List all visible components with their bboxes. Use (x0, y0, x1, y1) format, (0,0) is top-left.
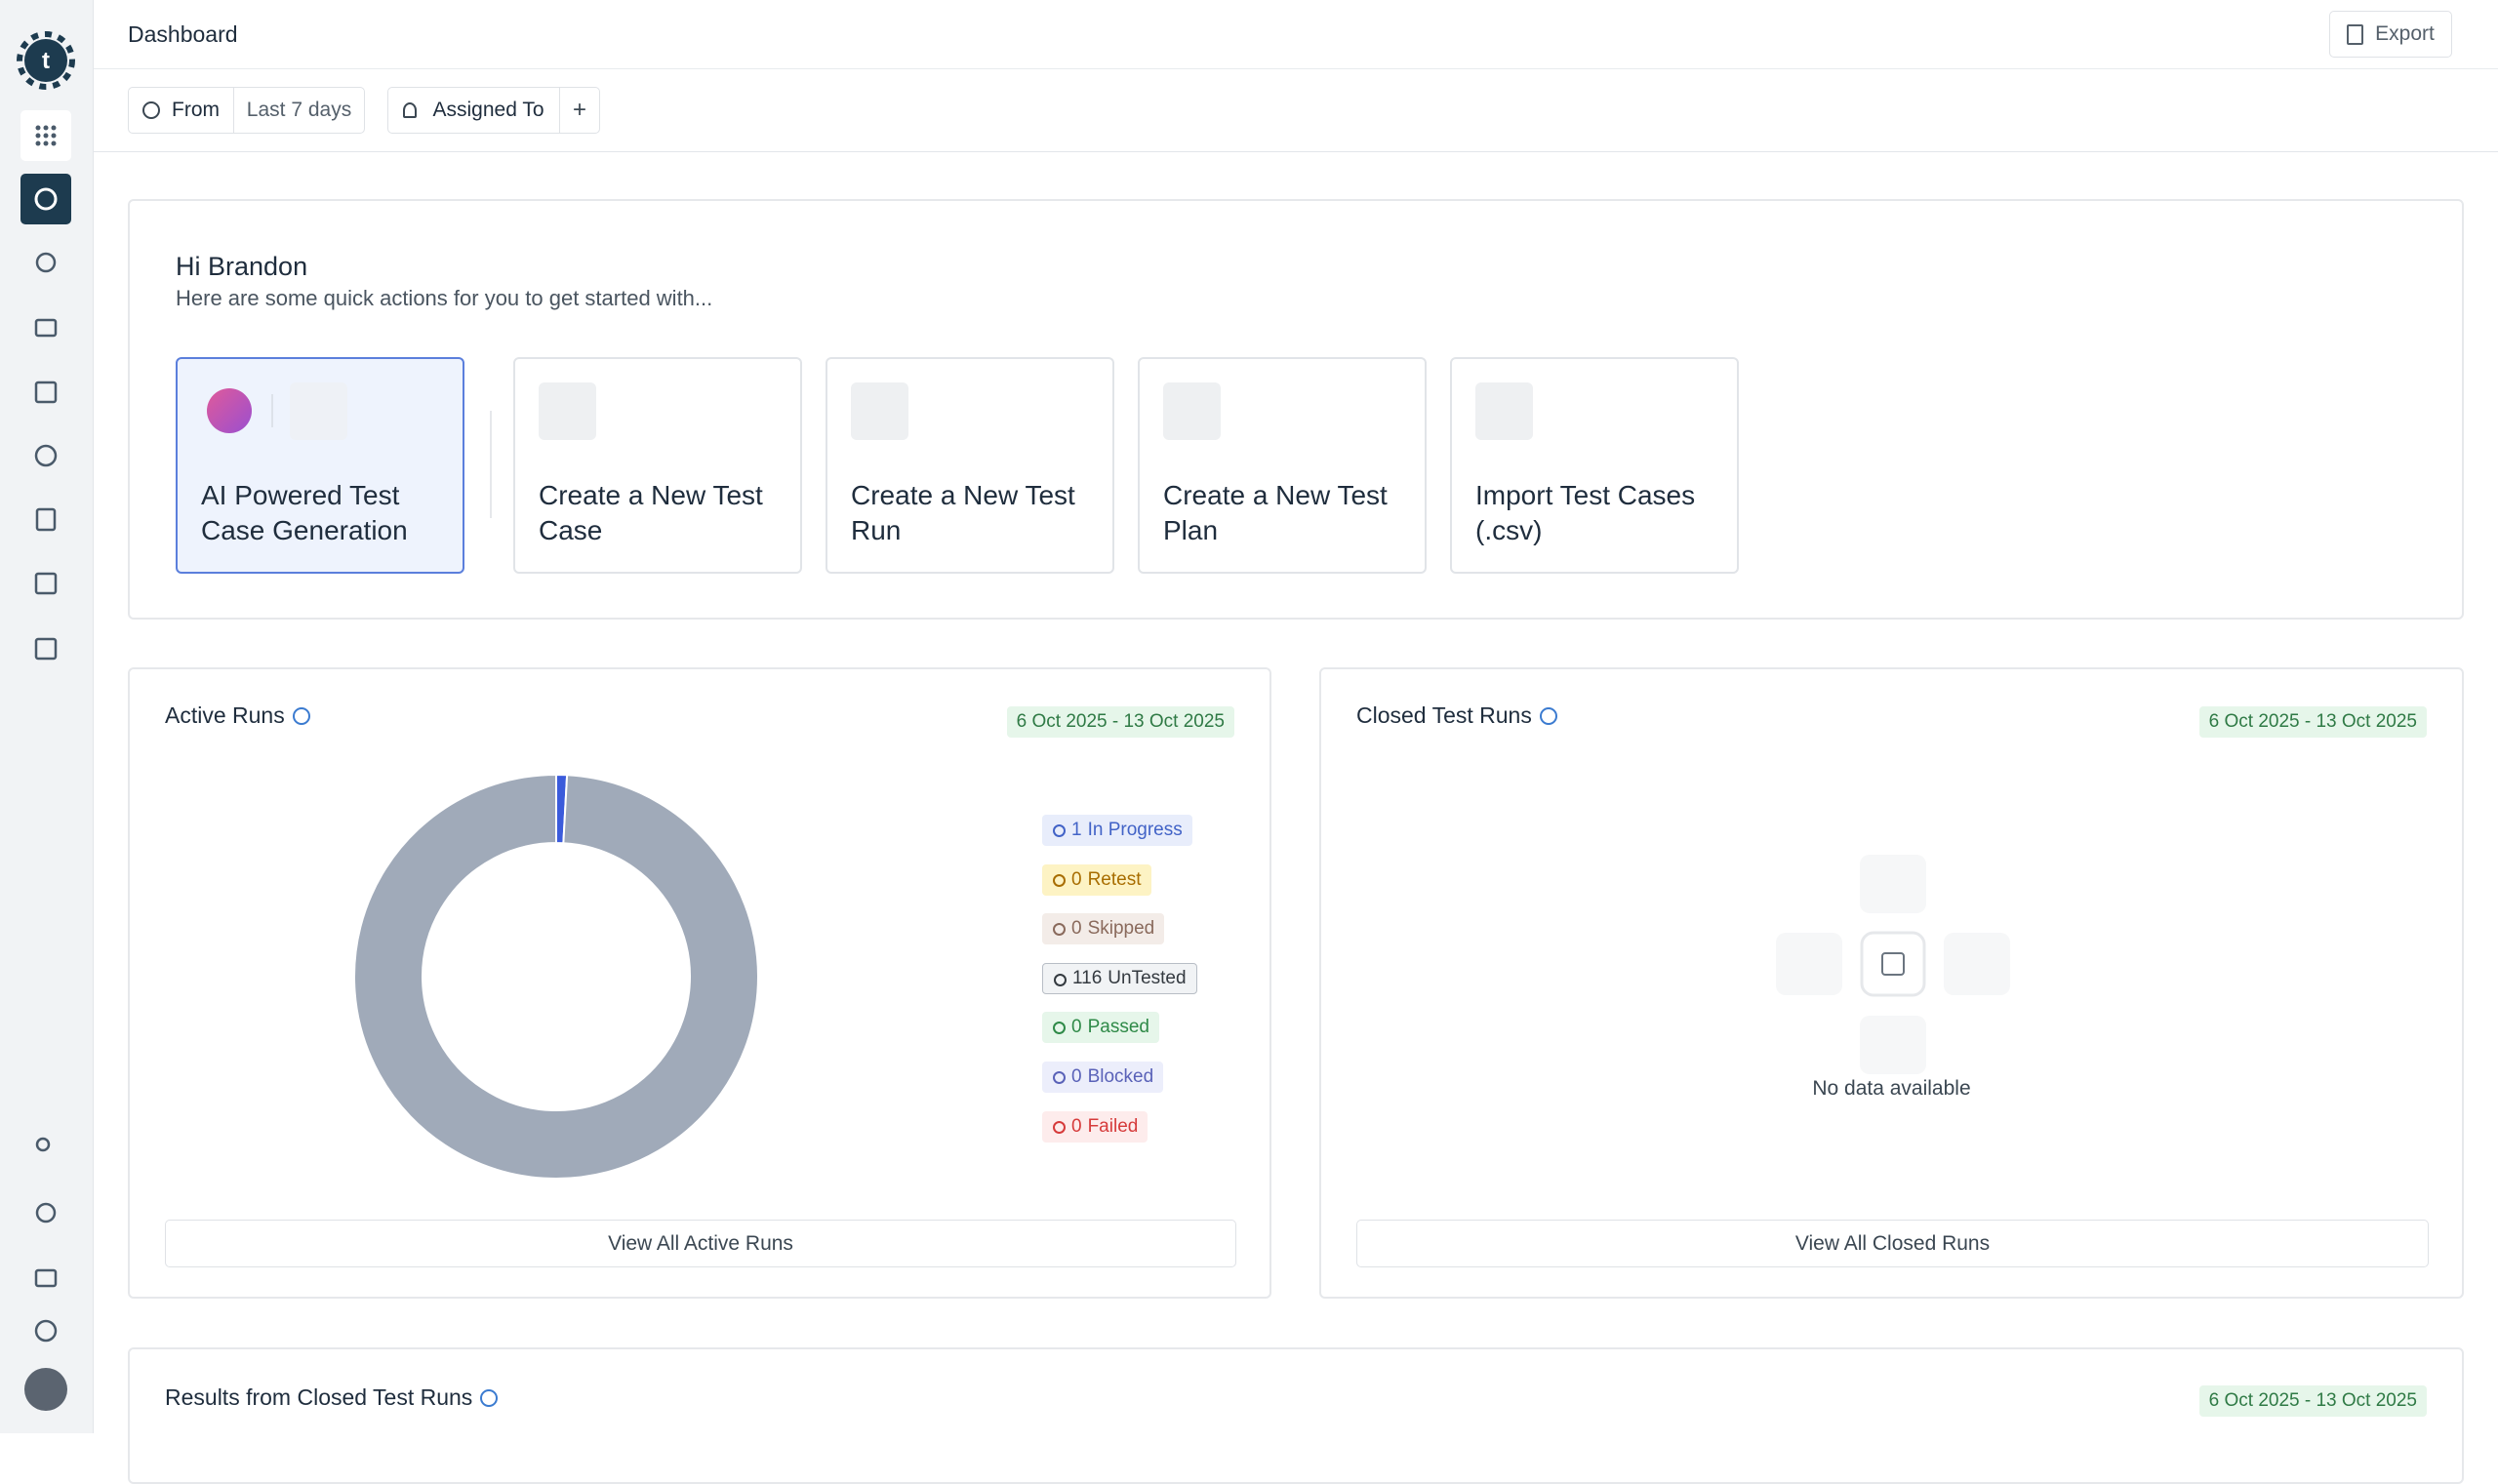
action-icon (1475, 382, 1533, 440)
sidebar-icons: t (17, 31, 75, 1411)
legend-item: 116 UnTested (1042, 962, 1197, 994)
legend-item: 0 Failed (1042, 1110, 1148, 1143)
empty-text: No data available (1812, 1077, 1971, 1100)
card-title: Closed Test Runs (1356, 702, 1557, 729)
action-label: Create a New Test Plan (1163, 480, 1388, 545)
legend-item: 0 Retest (1042, 863, 1151, 896)
welcome-card: Hi Brandon Here are some quick actions f… (128, 199, 2464, 620)
dashboard-icon[interactable] (20, 174, 71, 224)
title: Active Runs (165, 702, 285, 728)
action-card[interactable]: AI Powered Test Case Generation (176, 357, 464, 574)
legend-count: 1 (1071, 820, 1082, 840)
doc-icon (290, 382, 347, 440)
legend-name: Blocked (1087, 1066, 1154, 1087)
action-label: Import Test Cases (.csv) (1475, 480, 1696, 545)
add-filter[interactable]: + (559, 87, 600, 134)
gauge (34, 187, 58, 211)
range-filter[interactable]: Last 7 days (233, 87, 365, 134)
title: Results from Closed Test Runs (165, 1384, 473, 1410)
legend-name: In Progress (1087, 820, 1183, 840)
legend-count: 116 (1072, 967, 1103, 988)
action-card[interactable]: Create a New Test Case (513, 357, 802, 574)
grid-dots (35, 125, 57, 146)
greeting: Hi Brandon (176, 252, 308, 281)
nav-icons[interactable] (34, 252, 58, 1343)
legend-name: Retest (1087, 868, 1142, 890)
legend-name: UnTested (1108, 967, 1187, 988)
legend-count: 0 (1071, 1115, 1082, 1137)
range-label: Last 7 days (246, 99, 352, 121)
active-runs-card: Active Runs 6 Oct 2025 - 13 Oct 2025 1 In… (128, 667, 1271, 1299)
donut-segment (353, 773, 759, 1180)
action-icon (539, 382, 596, 440)
card-title: Results from Closed Test Runs (165, 1384, 499, 1411)
legend-item: 0 Skipped (1042, 913, 1165, 945)
action-icon (1163, 382, 1221, 440)
legend-count: 0 (1071, 918, 1082, 940)
separator (490, 411, 492, 518)
divider (271, 394, 273, 427)
legend-count: 0 (1071, 1017, 1082, 1038)
legend-name: Passed (1087, 1017, 1149, 1038)
action-card[interactable]: Create a New Test Plan (1138, 357, 1427, 574)
avatar[interactable] (24, 1368, 67, 1411)
assigned-label: Assigned To (432, 99, 544, 121)
date-badge: 6 Oct 2025 - 13 Oct 2025 (2198, 1385, 2427, 1417)
add-label: + (572, 97, 586, 123)
view-active-button[interactable]: View All Active Runs (165, 1220, 1236, 1267)
legend-item: 0 Passed (1042, 1012, 1159, 1044)
export-label: Export (2375, 22, 2435, 45)
svg-text:t: t (42, 48, 50, 74)
legend-name: Skipped (1087, 918, 1155, 940)
from-label: From (172, 99, 220, 121)
legend-count: 0 (1071, 868, 1082, 890)
action-label: AI Powered Test Case Generation (201, 480, 408, 545)
legend-name: Failed (1087, 1115, 1139, 1137)
date-badge: 6 Oct 2025 - 13 Oct 2025 (1006, 706, 1234, 738)
results-card: Results from Closed Test Runs 6 Oct 2025… (128, 1347, 2464, 1484)
from-filter[interactable]: From (128, 87, 234, 134)
logo: t (17, 31, 75, 90)
legend-count: 0 (1071, 1066, 1082, 1087)
date-badge: 6 Oct 2025 - 13 Oct 2025 (2198, 706, 2427, 738)
action-label: Create a New Test Run (851, 480, 1075, 545)
legend-item: 1 In Progress (1042, 815, 1192, 846)
action-label: Create a New Test Case (539, 480, 763, 545)
sidebar: t (0, 0, 94, 1433)
ai-icon (207, 388, 252, 433)
legend-item: 0 Blocked (1042, 1062, 1164, 1093)
donut-chart (353, 773, 759, 1180)
subtitle: Here are some quick actions for you to g… (176, 286, 713, 310)
page-title: Dashboard (128, 21, 238, 47)
card-title: Active Runs (165, 702, 310, 729)
closed-runs-card: Closed Test Runs 6 Oct 2025 - 13 Oct 202… (1319, 667, 2464, 1299)
export-button[interactable]: Export (2329, 11, 2452, 58)
assigned-filter[interactable]: Assigned To (387, 87, 560, 134)
filter-bar: From Last 7 days Assigned To + (94, 69, 2498, 152)
action-card[interactable]: Create a New Test Run (826, 357, 1114, 574)
title: Closed Test Runs (1356, 702, 1532, 728)
action-icon (851, 382, 908, 440)
top-bar: Dashboard Export (94, 0, 2498, 69)
empty-illustration (1776, 855, 2010, 1074)
view-closed-button[interactable]: View All Closed Runs (1356, 1220, 2429, 1267)
action-card[interactable]: Import Test Cases (.csv) (1450, 357, 1739, 574)
